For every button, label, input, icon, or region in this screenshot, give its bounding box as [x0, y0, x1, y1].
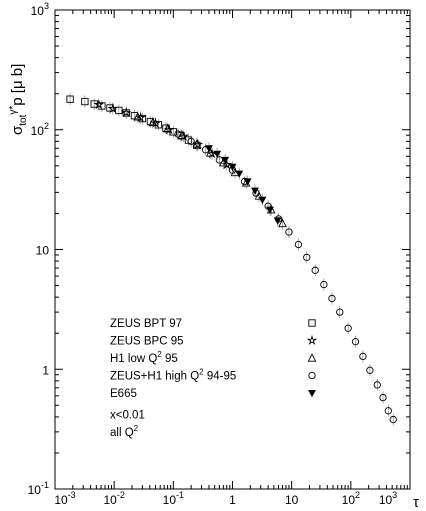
x-axis-title: τ [413, 494, 419, 511]
y-tick-label: 1 [42, 363, 49, 377]
legend-entry-label: ZEUS+H1 high Q2 94-95 [110, 368, 236, 383]
legend: ZEUS BPT 97 ZEUS BPC 95 H1 low Q2 95 ZEUS+H… [110, 318, 318, 439]
data-point [213, 150, 222, 158]
data-point [336, 308, 344, 316]
axis-ticks [54, 10, 410, 490]
x-tick-label: 10-3 [54, 490, 75, 507]
data-point [133, 112, 143, 121]
data-point [311, 266, 319, 274]
data-points [66, 93, 397, 426]
x-tick-label: 103 [379, 490, 397, 507]
legend-marker [308, 371, 316, 380]
data-point [120, 107, 132, 118]
data-point [379, 393, 387, 402]
data-point [221, 156, 230, 165]
series-0 [66, 93, 201, 152]
x-tick-label: 10-1 [163, 490, 184, 507]
data-point [66, 95, 74, 103]
y-tick-label: 102 [31, 121, 49, 138]
data-point [384, 407, 392, 415]
data-point [243, 178, 252, 186]
data-point [294, 240, 303, 249]
x-tick-label: 10-2 [103, 490, 124, 507]
series-4 [204, 142, 282, 227]
y-axis-title: σtotγ*p [μ b] [8, 64, 29, 135]
data-point [148, 117, 158, 127]
data-point [115, 106, 123, 115]
y-tick-label: 10-1 [28, 480, 49, 497]
data-point [389, 415, 397, 424]
legend-entry-label: H1 low Q2 95 [110, 350, 178, 365]
data-point [273, 217, 282, 225]
legend-note: x<0.01 [110, 410, 145, 422]
data-point [177, 130, 187, 139]
legend-marker [306, 334, 318, 346]
x-tick-label: 102 [342, 490, 360, 507]
data-point [258, 196, 267, 204]
legend-marker [308, 389, 316, 398]
data-point [328, 294, 336, 303]
data-point [320, 280, 328, 289]
y-axis-title-rest: p [μ b] [9, 64, 26, 106]
data-point [351, 338, 360, 346]
data-point [146, 117, 155, 126]
data-point [205, 148, 215, 157]
series-2 [133, 110, 287, 230]
data-point [254, 191, 264, 200]
data-point [373, 381, 381, 389]
legend-marker [308, 319, 316, 327]
legend-note: all Q2 [110, 424, 139, 439]
data-point [359, 352, 367, 361]
data-point [174, 130, 182, 138]
data-point [251, 187, 259, 195]
data-point [266, 206, 274, 214]
y-axis-title-sub: tot [18, 114, 29, 125]
y-axis-title-sup: γ* [8, 106, 19, 115]
x-tick-label: 1 [229, 493, 236, 507]
data-point [192, 139, 202, 148]
x-tick-label: 10 [285, 493, 299, 507]
data-point [93, 99, 105, 110]
legend-entry-label: ZEUS BPC 95 [110, 336, 184, 348]
data-point [303, 253, 311, 261]
data-point [285, 228, 293, 236]
data-point [163, 124, 175, 135]
data-point [366, 366, 374, 374]
y-axis-title-sigma: σ [9, 125, 26, 135]
data-point [344, 324, 352, 332]
plot-frame [54, 9, 411, 490]
plot-area [54, 9, 411, 490]
y-tick-label: 10 [36, 244, 50, 258]
legend-entry-label: E665 [110, 388, 137, 400]
data-point [187, 137, 195, 146]
legend-entry-label: ZEUS BPT 97 [110, 318, 182, 330]
data-point [228, 163, 237, 171]
y-tick-label: 103 [31, 1, 49, 18]
data-point [107, 103, 119, 114]
legend-marker [307, 353, 317, 362]
data-point [81, 97, 89, 106]
data-point [163, 123, 172, 133]
data-point [235, 170, 244, 178]
data-point [106, 104, 114, 112]
tick-labels: 10-3 10-2 10-1 1 10 102 103 10-1 1 10 102 103 [28, 1, 398, 507]
data-point [204, 145, 213, 153]
data-point [278, 218, 287, 228]
data-point [90, 100, 98, 108]
data-point [215, 156, 224, 164]
